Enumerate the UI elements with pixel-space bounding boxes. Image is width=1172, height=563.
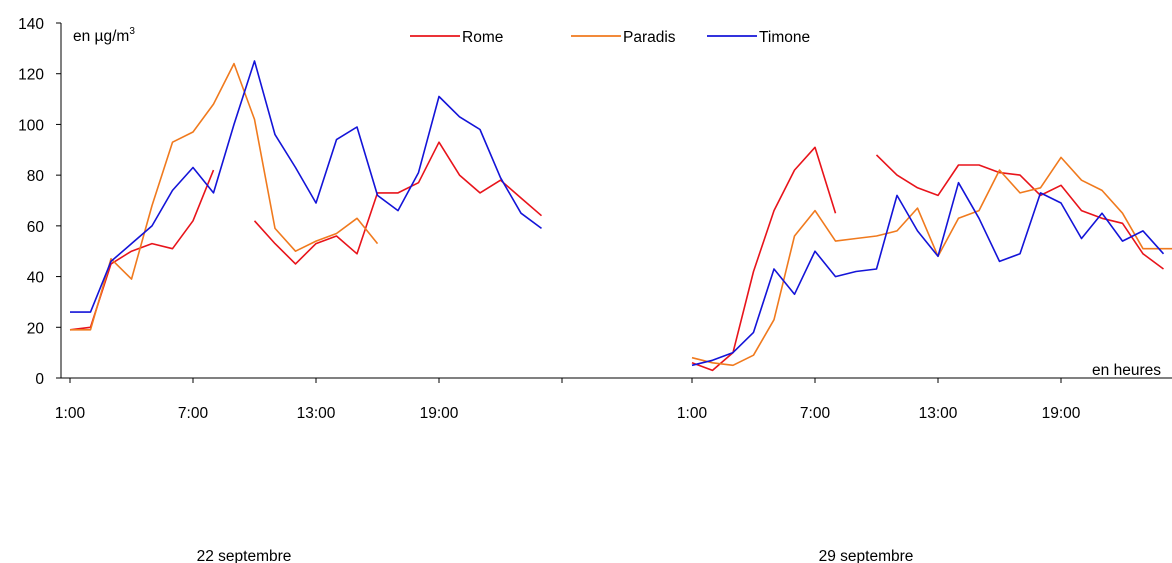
legend-label-rome: Rome [462,29,503,46]
y-tick-label: 20 [27,320,45,337]
y-tick-label: 60 [27,219,45,236]
x-tick-label: 7:00 [178,405,209,422]
y-unit-text: en µg/m [73,28,129,45]
x-tick-label: 13:00 [919,405,958,422]
series-lines [69,60,1172,372]
series-line-paradis [691,156,1172,367]
x-tick-label: 19:00 [1042,405,1081,422]
series-line-rome [875,154,1164,270]
series-line-rome [691,146,837,372]
series-line-timone [691,181,1165,367]
axes: 0 20 40 60 80 100 120 140 1:00 7:00 13:00 19:00 22 s… [18,16,1172,563]
series-line-paradis [70,62,379,331]
x-axis-label: en heures [1092,362,1161,379]
legend-label-paradis: Paradis [623,29,676,46]
y-tick-label: 80 [27,168,45,185]
y-tick-label: 40 [27,270,45,287]
x-tick-label: 19:00 [420,405,459,422]
series-line-timone [70,60,542,313]
x-tick-label: 13:00 [297,405,336,422]
series-line-rome [69,169,215,331]
y-tick-label: 0 [35,371,44,388]
y-unit-superscript: 3 [129,26,135,37]
y-unit-label: en µg/m3 [73,26,135,45]
y-tick-label: 120 [18,67,44,84]
y-tick-label: 140 [18,16,44,33]
x-tick-label: 7:00 [800,405,831,422]
labels: en µg/m3 en heures [73,26,1161,379]
x-tick-label: 1:00 [55,405,86,422]
legend: Rome Paradis Timone [410,29,810,46]
group-label: 22 septembre [197,548,292,563]
legend-label-timone: Timone [759,29,810,46]
x-tick-label: 1:00 [677,405,708,422]
y-tick-label: 100 [18,117,44,134]
series-line-rome [253,141,543,265]
group-label: 29 septembre [819,548,914,563]
